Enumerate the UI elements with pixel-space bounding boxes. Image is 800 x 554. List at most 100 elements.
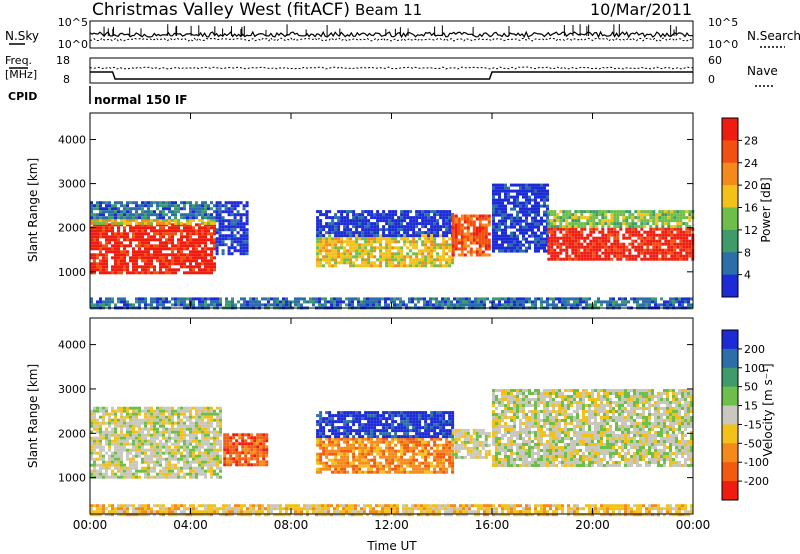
- power-cell: [117, 226, 120, 230]
- velocity-cell: [207, 427, 210, 431]
- velocity-cell: [361, 449, 365, 453]
- power-cell: [625, 210, 629, 214]
- velocity-cell: [316, 455, 320, 459]
- power-cell: [171, 271, 174, 275]
- power-cell: [379, 258, 383, 262]
- power-cell: [90, 213, 93, 217]
- power-cell: [198, 250, 201, 254]
- velocity-cell: [340, 464, 344, 468]
- power-cell: [264, 297, 267, 301]
- power-colorbar-tick-label: 8: [744, 246, 751, 259]
- velocity-cell: [319, 443, 323, 447]
- power-cell: [201, 268, 204, 272]
- velocity-cell: [129, 457, 132, 461]
- velocity-cell: [117, 424, 120, 428]
- power-cell: [681, 300, 684, 304]
- power-cell: [215, 219, 219, 223]
- power-cell: [571, 225, 575, 229]
- freq-trace: [90, 71, 693, 80]
- power-cell: [550, 254, 554, 258]
- power-cell: [126, 232, 129, 236]
- power-cell: [622, 222, 626, 226]
- power-cell: [373, 261, 377, 265]
- velocity-cell: [147, 439, 150, 443]
- power-cell: [664, 227, 668, 231]
- power-cell: [495, 240, 498, 244]
- power-cell: [153, 244, 156, 248]
- power-cell: [631, 257, 635, 261]
- power-cell: [312, 300, 315, 304]
- power-cell: [105, 247, 108, 251]
- power-cell: [227, 228, 231, 232]
- power-cell: [171, 247, 174, 251]
- velocity-cell: [90, 445, 93, 449]
- velocity-cell: [135, 409, 138, 413]
- velocity-cell: [150, 448, 153, 452]
- velocity-cell: [189, 418, 192, 422]
- power-cell: [391, 252, 395, 256]
- power-cell: [319, 258, 323, 262]
- velocity-cell: [162, 457, 165, 461]
- power-cell: [442, 240, 446, 244]
- velocity-cell: [129, 421, 132, 425]
- velocity-cell: [147, 454, 150, 458]
- power-cell: [484, 223, 488, 227]
- velocity-cell: [346, 455, 350, 459]
- power-cell: [457, 232, 461, 236]
- velocity-cell: [238, 457, 242, 461]
- power-cell: [522, 231, 525, 235]
- power-cell: [594, 303, 597, 307]
- power-cell: [201, 262, 204, 266]
- power-cell: [655, 219, 659, 223]
- power-cell: [355, 255, 359, 259]
- velocity-cell: [207, 409, 210, 413]
- velocity-cell: [162, 475, 165, 479]
- velocity-cell: [325, 455, 329, 459]
- power-cell: [565, 213, 569, 217]
- power-cell: [147, 221, 150, 225]
- power-cell: [607, 222, 611, 226]
- power-cell: [457, 238, 461, 242]
- power-cell: [349, 222, 353, 226]
- power-cell: [367, 249, 371, 253]
- velocity-cell: [183, 439, 186, 443]
- power-cell: [445, 225, 449, 229]
- power-cell: [430, 231, 434, 235]
- power-cell: [631, 213, 635, 217]
- velocity-cell: [316, 437, 320, 441]
- power-cell: [547, 251, 551, 255]
- power-cell: [394, 231, 398, 235]
- power-cell: [391, 264, 395, 268]
- power-cell: [180, 262, 183, 266]
- power-cell: [393, 297, 396, 301]
- power-cell: [519, 183, 522, 187]
- velocity-cell: [153, 475, 156, 479]
- power-cell: [132, 207, 135, 211]
- power-cell: [640, 242, 644, 246]
- power-cell: [334, 255, 338, 259]
- power-cell: [346, 261, 350, 265]
- power-cell: [451, 241, 455, 245]
- power-cell: [382, 210, 386, 214]
- power-cell: [352, 243, 356, 247]
- power-cell: [355, 231, 359, 235]
- velocity-cell: [159, 430, 162, 434]
- velocity-cell: [241, 451, 245, 455]
- power-cell: [221, 240, 225, 244]
- power-cell: [207, 218, 210, 222]
- power-cell: [236, 213, 240, 217]
- velocity-cell: [120, 406, 123, 410]
- power-cell: [519, 186, 522, 190]
- power-cell: [126, 213, 129, 217]
- power-cell: [478, 238, 482, 242]
- power-cell: [90, 207, 93, 211]
- power-cell: [519, 222, 522, 226]
- power-cell: [510, 300, 513, 304]
- power-cell: [195, 216, 198, 220]
- velocity-cell: [334, 470, 338, 474]
- power-cell: [328, 258, 332, 262]
- power-cell: [126, 300, 129, 304]
- power-cell: [294, 300, 297, 304]
- power-cell: [132, 229, 135, 233]
- velocity-cell: [144, 409, 147, 413]
